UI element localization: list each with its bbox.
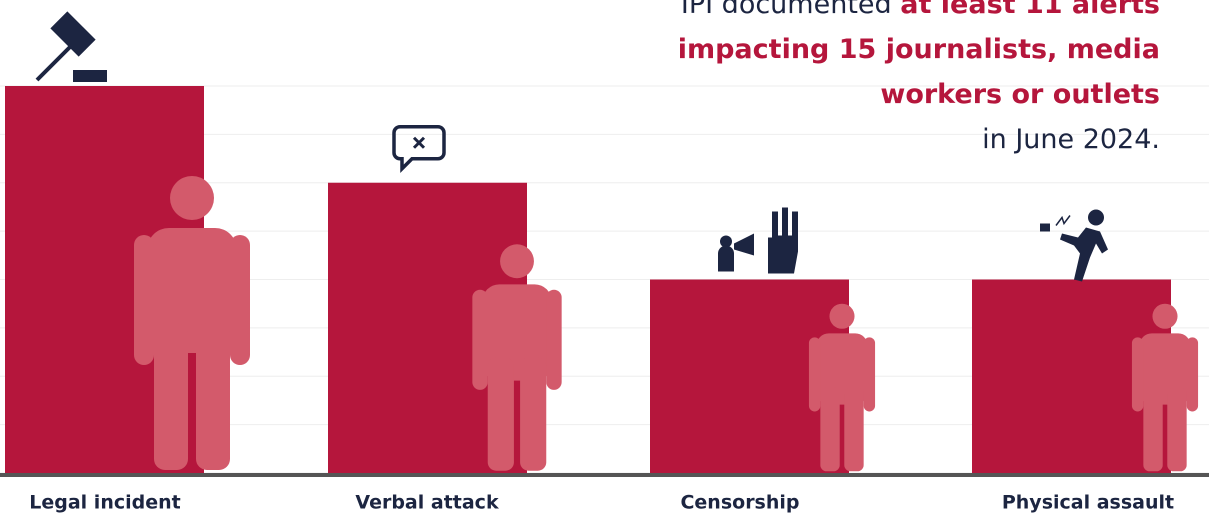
person-leg [844,388,863,472]
icon-megaphone [734,234,754,256]
censorship-icon [718,208,798,274]
person-head [829,304,854,329]
person-leg [196,323,230,470]
gavel-handle [37,44,73,80]
person-arm [809,337,820,411]
speech-bubble [394,127,444,169]
speech-icon [394,127,444,169]
person-arm [1187,337,1198,411]
person-arm [134,235,154,365]
person-arm [1132,337,1143,411]
person-arm [230,235,250,365]
x-tick-label: Physical assault [1002,492,1174,514]
title-text: in June 2024. [982,124,1160,155]
gavel-icon [37,11,107,82]
icon-head [1088,210,1104,226]
icon-burst [1056,216,1070,226]
title-highlight: impacting 15 journalists, media [678,34,1160,65]
title-line: workers or outlets [880,79,1160,110]
speech-x [414,138,424,148]
title-highlight: workers or outlets [880,79,1160,110]
person-leg [520,358,546,471]
person-leg [1143,388,1162,472]
title-text: IPI documented [681,0,900,20]
title-highlight: at least 11 alerts [900,0,1160,20]
person-leg [488,358,514,471]
chart: Legal incident Verbal attack Censorship Phy… [0,0,1209,520]
title-line: in June 2024. [982,124,1160,155]
assault-icon [1040,210,1108,282]
icon-hand [768,208,798,274]
gavel-base [73,70,107,82]
person-head [1152,304,1177,329]
person-leg [1167,388,1186,472]
icon-body [718,246,734,272]
person-leg [820,388,839,472]
person-arm [472,290,487,390]
icon-body [1060,228,1108,282]
gavel-head [50,11,95,56]
x-tick-label: Verbal attack [355,492,499,514]
person-arm [864,337,875,411]
person-head [500,244,534,278]
x-tick-label: Censorship [680,492,799,514]
person-leg [154,323,188,470]
icon-fist [1040,224,1050,232]
title-line: IPI documented at least 11 alerts [681,0,1160,20]
person-head [170,176,214,220]
x-tick-label: Legal incident [29,492,180,514]
title-line: impacting 15 journalists, media [678,34,1160,65]
person-arm [546,290,561,390]
